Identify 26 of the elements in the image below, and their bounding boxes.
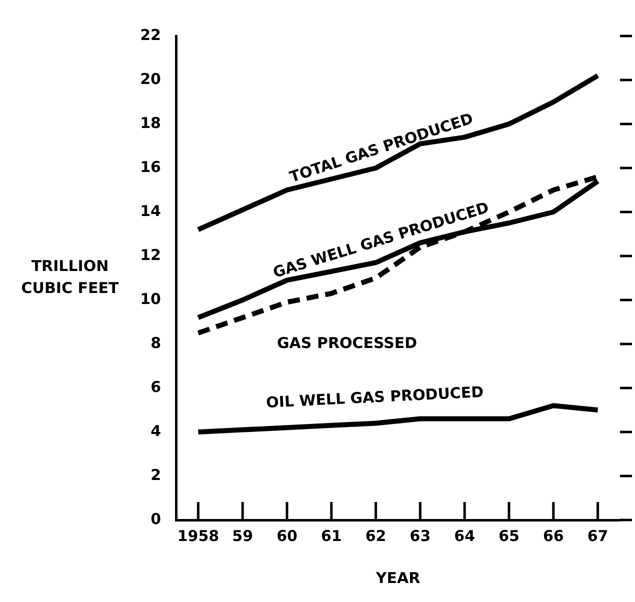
x-tick-label: 67 (587, 526, 608, 545)
series-label: OIL WELL GAS PRODUCED (266, 382, 484, 412)
y-tick-label: 0 (150, 510, 161, 528)
x-tick-label: 60 (276, 526, 298, 545)
y-tick-label: 20 (140, 70, 161, 88)
y-tick-label: 18 (140, 114, 161, 132)
x-tick-label: 66 (542, 526, 564, 545)
y-tick-label: 2 (150, 466, 161, 484)
x-tick-label: 62 (365, 526, 386, 545)
y-tick-label: 10 (140, 290, 161, 308)
x-tick-label: 63 (410, 526, 431, 545)
y-tick-label: 4 (150, 422, 161, 440)
y-axis-title: TRILLION CUBIC FEET (21, 256, 120, 297)
y-tick-label: 8 (150, 334, 161, 352)
x-tick-label: 59 (232, 526, 254, 545)
x-tick-label: 61 (320, 526, 342, 545)
y-tick-label: 22 (140, 26, 161, 44)
y-tick-label: 14 (140, 202, 161, 220)
y-tick-label: 6 (150, 378, 161, 396)
x-axis-title: YEAR (374, 568, 421, 587)
x-tick-label: 65 (498, 526, 520, 545)
x-tick-label: 1958 (177, 526, 220, 545)
series-label: GAS PROCESSED (277, 334, 418, 352)
y-tick-label: 12 (140, 246, 161, 264)
y-tick-label: 16 (140, 158, 161, 176)
x-tick-label: 64 (454, 526, 476, 545)
